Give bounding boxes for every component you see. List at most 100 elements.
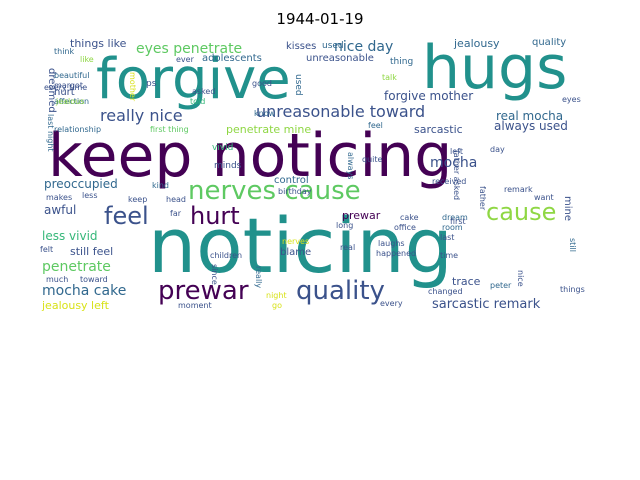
word: talk (382, 73, 397, 82)
word: know (254, 109, 276, 118)
word: quality (532, 38, 567, 48)
word: toward (80, 275, 108, 284)
word: prewar (158, 276, 249, 306)
word: real mocha (496, 109, 564, 123)
word: much (46, 275, 69, 284)
word: ever (176, 55, 194, 64)
word: peter (490, 281, 512, 290)
word: birthday (278, 187, 312, 196)
word: awful (44, 203, 77, 217)
word: want (534, 193, 554, 202)
word: feel (104, 202, 149, 230)
word: minds (214, 161, 242, 171)
word: really nice (100, 106, 183, 125)
word: preoccupied (44, 177, 118, 191)
word: less vivid (42, 229, 98, 243)
word: moment (178, 301, 212, 310)
word: still feel (70, 245, 114, 258)
word: unreasonable toward (256, 102, 426, 121)
word: last night (46, 114, 55, 152)
word: like (80, 55, 94, 64)
word: asked (192, 87, 216, 96)
word: sarcastic remark (432, 297, 541, 312)
word: father asked (452, 150, 461, 201)
word: less (82, 191, 98, 200)
word: affection (54, 97, 90, 106)
word: trace (452, 275, 481, 288)
word: laughs (378, 239, 405, 248)
word: children (210, 251, 243, 260)
word: told (190, 97, 206, 106)
word: real (340, 243, 356, 252)
word: nerves (282, 237, 310, 246)
word: penetrate (42, 259, 111, 275)
page-title: 1944-01-19 (276, 10, 364, 28)
word: noticing (148, 201, 453, 290)
word: jealous (56, 97, 85, 106)
word: first (450, 217, 466, 226)
word: beautiful (54, 71, 90, 80)
word: mocha cake (42, 283, 127, 299)
word: eyes penetrate (136, 41, 243, 57)
word: vivid (212, 143, 234, 153)
word: kisses (286, 41, 317, 52)
word: nerves cause (188, 176, 361, 206)
word: every (380, 299, 403, 308)
word: father (478, 186, 487, 211)
word: really (254, 266, 263, 289)
word: day (490, 145, 505, 154)
word: margot (54, 81, 83, 90)
word: room (442, 223, 463, 232)
word: always (346, 152, 355, 180)
word: ps (146, 79, 157, 89)
word: things (560, 285, 585, 294)
word: long (336, 221, 354, 230)
word: mocha (430, 155, 478, 171)
word: office (394, 223, 416, 232)
word: feel (368, 121, 383, 130)
word: hurt (54, 87, 75, 98)
word: still (568, 238, 577, 252)
word: changed (428, 287, 463, 296)
word: felt (40, 245, 54, 254)
word: blame (280, 247, 312, 258)
word: mine (562, 196, 573, 222)
word: mother (128, 72, 137, 102)
word: good (252, 79, 272, 88)
word: happened (376, 249, 417, 258)
word: far (170, 209, 182, 218)
word: think (54, 47, 75, 56)
word: relationship (54, 125, 102, 134)
word: time (440, 251, 459, 260)
word: used (293, 74, 303, 96)
word: eyes (562, 95, 581, 104)
word: nice day (334, 39, 394, 55)
word: dreamed (46, 68, 57, 113)
word: used (322, 41, 344, 51)
word: adolescents (202, 53, 262, 64)
word: cause (486, 198, 557, 226)
word: things like (70, 38, 127, 50)
word: sarcastic (414, 123, 463, 136)
word: penetrate mine (226, 123, 312, 136)
word: forgive (96, 47, 291, 112)
word: always used (494, 119, 568, 133)
word: go (272, 301, 282, 310)
word: kind (152, 181, 170, 190)
word: quite (362, 155, 383, 164)
word: quality (296, 276, 385, 306)
word: control (274, 175, 309, 186)
word: last (440, 233, 455, 242)
word: head (166, 195, 186, 204)
word: since (210, 264, 219, 285)
word: nice (516, 270, 525, 287)
word: thing (390, 57, 414, 67)
word: dream (442, 213, 468, 222)
word: night (266, 291, 287, 300)
word: left (450, 147, 463, 156)
word: hugs (422, 38, 568, 103)
word: jealousy (454, 38, 500, 50)
word: keep (128, 195, 148, 204)
word: keep noticing (48, 121, 453, 191)
word: unreasonable (306, 53, 374, 64)
